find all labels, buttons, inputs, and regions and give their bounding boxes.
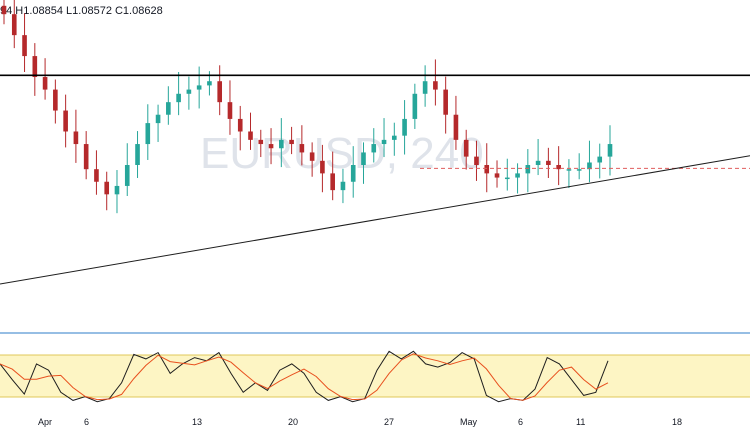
- candle-down: [443, 89, 448, 115]
- candle-down: [248, 131, 253, 140]
- candle-down: [309, 152, 315, 161]
- candle-down: [227, 102, 233, 119]
- candle-down: [330, 173, 335, 191]
- x-tick-label: 13: [192, 417, 202, 427]
- candle-down: [1, 5, 7, 15]
- candle-down: [289, 139, 294, 145]
- candle-down: [22, 35, 27, 57]
- candle-down: [474, 156, 479, 165]
- candle-up: [402, 118, 407, 136]
- candle-down: [268, 144, 274, 149]
- x-tick-label: 6: [84, 417, 89, 427]
- candle-up: [340, 181, 346, 191]
- x-tick-label: 27: [384, 417, 394, 427]
- candle-up: [135, 144, 140, 165]
- candle-up: [391, 135, 397, 140]
- x-tick-label: May: [460, 417, 478, 427]
- candle-up: [361, 152, 366, 165]
- x-tick-label: 20: [288, 417, 298, 427]
- x-tick-label: 6: [518, 417, 523, 427]
- candle-up: [166, 102, 171, 115]
- candle-up: [525, 165, 531, 174]
- candle-up: [114, 185, 120, 195]
- candle-down: [94, 169, 99, 182]
- stochastic-d-line: [0, 353, 609, 401]
- candle-up: [381, 139, 387, 145]
- x-tick-label: 18: [672, 417, 682, 427]
- candle-down: [63, 110, 68, 132]
- x-tick-label: Apr: [38, 417, 52, 427]
- candle-up: [422, 81, 428, 94]
- candle-up: [350, 165, 356, 182]
- candle-down: [217, 81, 223, 103]
- candle-up: [607, 144, 613, 157]
- candle-down: [237, 118, 243, 132]
- candle-down: [42, 77, 48, 90]
- candle-down: [258, 139, 264, 145]
- candle-down: [53, 89, 58, 111]
- candle-up: [576, 169, 582, 171]
- candle-down: [299, 144, 305, 153]
- candle-down: [11, 14, 17, 36]
- x-axis: Apr 6 13 20 27 May 6 11 18: [38, 417, 682, 427]
- candle-up: [371, 144, 377, 153]
- candle-up: [587, 162, 592, 170]
- candle-down: [556, 165, 561, 170]
- candle-down: [453, 114, 459, 140]
- candle-down: [463, 139, 469, 157]
- candle-up: [566, 169, 572, 171]
- ohlc-readout: 94 H1.08854 L1.08572 C1.08628: [0, 5, 163, 17]
- candle-up: [196, 85, 202, 90]
- symbol-watermark: EURUSD, 240: [200, 129, 484, 178]
- candle-up: [515, 173, 520, 178]
- candle-up: [412, 93, 418, 119]
- rising-trendline[interactable]: [0, 155, 750, 285]
- candle-down: [32, 56, 38, 78]
- candle-up: [597, 156, 603, 163]
- candle-up: [504, 177, 510, 180]
- candle-down: [484, 165, 490, 174]
- candle-down: [494, 173, 500, 178]
- candle-down: [546, 160, 551, 165]
- candle-down: [83, 144, 89, 170]
- candle-up: [145, 123, 151, 145]
- levels-layer: [0, 74, 750, 285]
- candle-up: [124, 165, 130, 186]
- candle-up: [279, 139, 284, 149]
- stochastic-layer: [0, 350, 609, 403]
- candle-up: [176, 93, 181, 103]
- candle-up: [535, 160, 541, 165]
- candle-down: [104, 181, 110, 195]
- candles-layer: [1, 0, 613, 214]
- candle-down: [433, 81, 438, 90]
- candle-up: [207, 81, 212, 86]
- candle-up: [155, 114, 161, 124]
- candle-up: [186, 89, 192, 94]
- candle-down: [320, 160, 325, 174]
- x-tick-label: 11: [576, 417, 585, 427]
- stochastic-k-line: [0, 350, 609, 403]
- candle-down: [73, 131, 79, 145]
